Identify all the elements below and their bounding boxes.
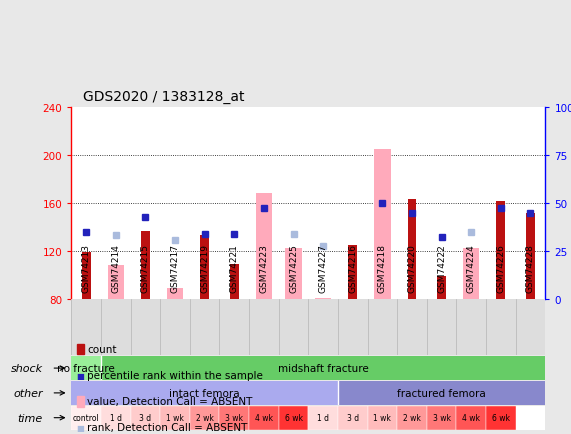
Text: midshaft fracture: midshaft fracture bbox=[278, 363, 368, 373]
Text: 1 d: 1 d bbox=[110, 413, 122, 422]
Bar bbox=[368, 406, 397, 430]
Text: 3 wk: 3 wk bbox=[433, 413, 451, 422]
Text: 4 wk: 4 wk bbox=[255, 413, 273, 422]
Bar bbox=[496, 201, 505, 299]
Text: other: other bbox=[13, 388, 43, 398]
Text: GDS2020 / 1383128_at: GDS2020 / 1383128_at bbox=[83, 90, 244, 104]
Text: 2 wk: 2 wk bbox=[403, 413, 421, 422]
Bar bbox=[219, 406, 249, 430]
Bar bbox=[315, 298, 331, 299]
Bar bbox=[256, 194, 272, 299]
Text: control: control bbox=[73, 413, 99, 422]
Bar bbox=[82, 253, 91, 299]
Text: fractured femora: fractured femora bbox=[397, 388, 486, 398]
Text: value, Detection Call = ABSENT: value, Detection Call = ABSENT bbox=[87, 397, 253, 406]
Bar bbox=[348, 245, 357, 299]
Text: rank, Detection Call = ABSENT: rank, Detection Call = ABSENT bbox=[87, 423, 248, 432]
Bar bbox=[526, 213, 535, 299]
Bar bbox=[279, 406, 308, 430]
Text: percentile rank within the sample: percentile rank within the sample bbox=[87, 371, 263, 380]
Bar bbox=[397, 406, 427, 430]
Text: 1 wk: 1 wk bbox=[373, 413, 391, 422]
Text: 3 d: 3 d bbox=[347, 413, 359, 422]
Bar bbox=[486, 406, 516, 430]
Bar bbox=[230, 264, 239, 299]
Text: intact femora: intact femora bbox=[170, 388, 240, 398]
Text: 3 d: 3 d bbox=[139, 413, 151, 422]
Text: shock: shock bbox=[11, 363, 43, 373]
Bar bbox=[71, 356, 101, 380]
Bar bbox=[71, 381, 338, 405]
Text: 6 wk: 6 wk bbox=[284, 413, 303, 422]
Text: 3 wk: 3 wk bbox=[226, 413, 243, 422]
Text: 1 d: 1 d bbox=[317, 413, 329, 422]
Text: 2 wk: 2 wk bbox=[196, 413, 214, 422]
Text: ■: ■ bbox=[77, 371, 85, 380]
Bar bbox=[374, 150, 391, 299]
Bar bbox=[463, 249, 480, 299]
Text: no fracture: no fracture bbox=[57, 363, 115, 373]
Bar bbox=[131, 406, 160, 430]
Bar bbox=[286, 249, 301, 299]
Bar bbox=[249, 406, 279, 430]
Text: time: time bbox=[18, 413, 43, 423]
Bar bbox=[456, 406, 486, 430]
Bar bbox=[200, 236, 209, 299]
Bar bbox=[308, 406, 338, 430]
Bar bbox=[101, 406, 131, 430]
Bar bbox=[141, 231, 150, 299]
Bar bbox=[167, 288, 183, 299]
Bar bbox=[190, 406, 219, 430]
Bar bbox=[108, 266, 124, 299]
Bar bbox=[408, 200, 416, 299]
Bar bbox=[71, 406, 101, 430]
Text: 1 wk: 1 wk bbox=[166, 413, 184, 422]
Bar bbox=[338, 406, 368, 430]
Text: 4 wk: 4 wk bbox=[463, 413, 480, 422]
Text: ■: ■ bbox=[77, 423, 85, 432]
Bar bbox=[160, 406, 190, 430]
Bar bbox=[427, 406, 456, 430]
Text: 6 wk: 6 wk bbox=[492, 413, 510, 422]
Bar bbox=[437, 276, 446, 299]
Text: count: count bbox=[87, 345, 117, 354]
